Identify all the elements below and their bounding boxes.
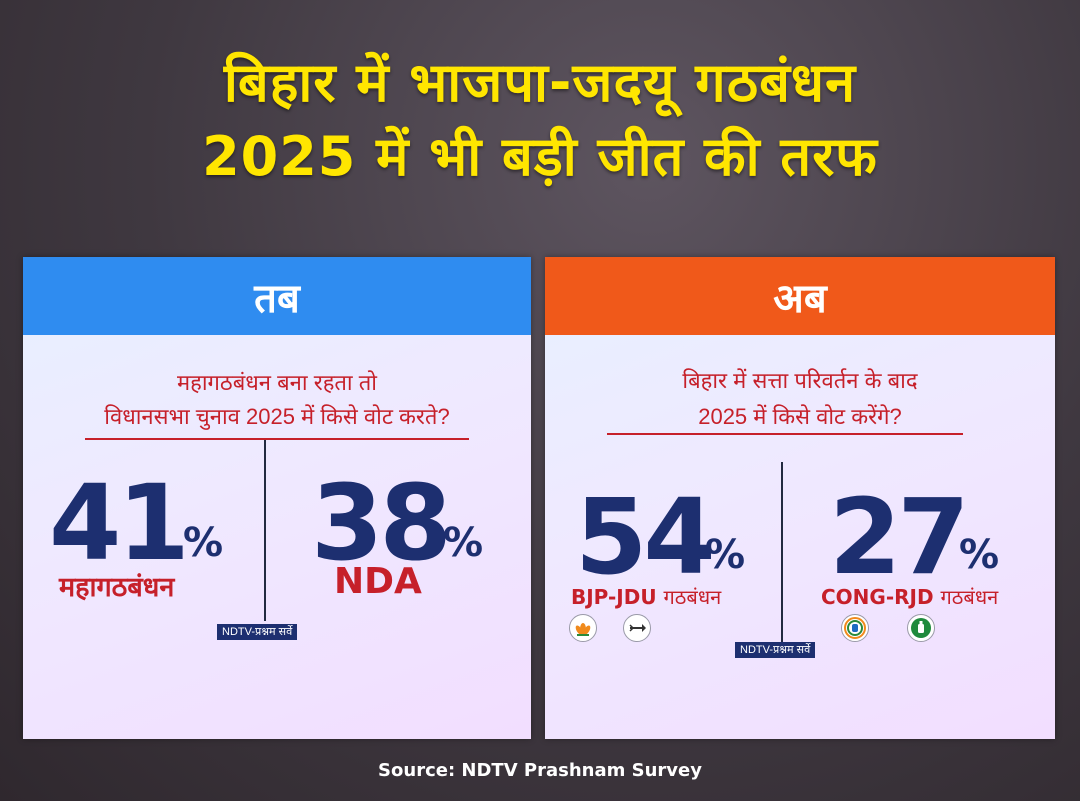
panel-now: अब बिहार में सत्ता परिवर्तन के बाद 2025 …: [545, 257, 1055, 739]
then-divider: [264, 440, 266, 621]
panel-now-header: अब: [545, 257, 1055, 335]
then-pct-mahagathbandhan: %: [183, 520, 224, 566]
now-divider: [781, 462, 783, 645]
now-survey-tag: NDTV-प्रश्नम सर्वे: [735, 642, 816, 658]
then-pct-nda: %: [443, 520, 484, 566]
now-label-cong-rjd: CONG-RJD गठबंधन: [821, 583, 998, 610]
now-label-bjp-jdu-suffix: गठबंधन: [663, 585, 722, 609]
then-question-underline: [85, 438, 469, 440]
now-value-cong-rjd: 27: [829, 476, 970, 598]
now-question-underline: [607, 433, 963, 435]
now-pct-cong-rjd: %: [959, 532, 1000, 578]
now-label-cong-rjd-suffix: गठबंधन: [940, 585, 999, 609]
now-question-line-2: 2025 में किसे वोट करेंगे?: [698, 404, 902, 429]
panel-then-header: तब: [23, 257, 531, 335]
then-survey-tag: NDTV-प्रश्नम सर्वे: [217, 624, 298, 640]
panel-then: तब महागठबंधन बना रहता तो विधानसभा चुनाव …: [23, 257, 531, 739]
now-label-bjp-jdu-party: BJP-JDU: [571, 585, 657, 609]
then-question-line-2: विधानसभा चुनाव 2025 में किसे वोट करते?: [104, 404, 450, 429]
headline-line-2: 2025 में भी बड़ी जीत की तरफ: [202, 125, 878, 188]
now-pct-bjp-jdu: %: [705, 532, 746, 578]
source-caption: Source: NDTV Prashnam Survey: [378, 760, 702, 781]
congress-hand-icon: [841, 614, 869, 642]
now-value-bjp-jdu: 54: [575, 476, 716, 598]
then-value-mahagathbandhan: 41: [49, 462, 190, 584]
rjd-lantern-icon: [907, 614, 935, 642]
now-label-bjp-jdu: BJP-JDU गठबंधन: [571, 583, 721, 610]
now-question-line-1: बिहार में सत्ता परिवर्तन के बाद: [682, 368, 918, 393]
then-label-nda: NDA: [334, 561, 422, 602]
jdu-arrow-icon: [623, 614, 651, 642]
headline: बिहार में भाजपा-जदयू गठबंधन 2025 में भी …: [0, 46, 1080, 194]
headline-line-1: बिहार में भाजपा-जदयू गठबंधन: [223, 51, 857, 114]
then-value-nda: 38: [311, 462, 452, 584]
then-question-line-1: महागठबंधन बना रहता तो: [177, 370, 377, 395]
then-label-mahagathbandhan: महागठबंधन: [59, 572, 175, 603]
now-label-cong-rjd-party: CONG-RJD: [821, 585, 934, 609]
bjp-lotus-icon: [569, 614, 597, 642]
